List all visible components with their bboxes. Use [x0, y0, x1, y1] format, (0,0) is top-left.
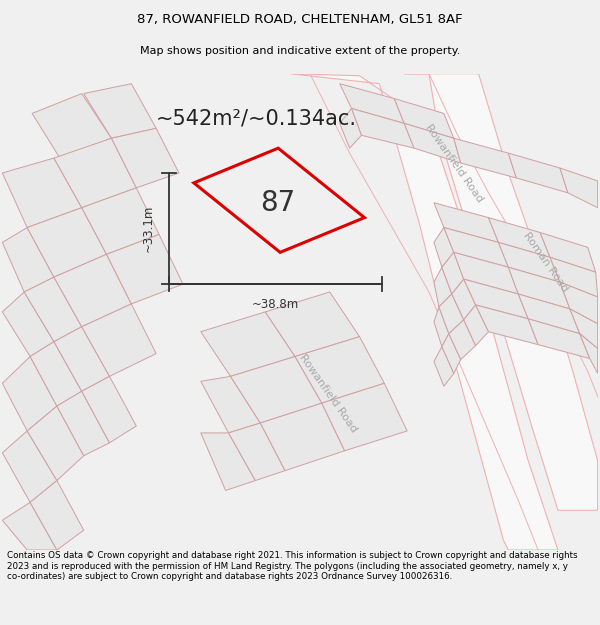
Polygon shape — [434, 307, 449, 347]
Polygon shape — [230, 356, 322, 423]
Polygon shape — [27, 406, 84, 481]
Polygon shape — [449, 320, 476, 359]
Polygon shape — [560, 168, 598, 208]
Polygon shape — [82, 376, 136, 443]
Polygon shape — [24, 277, 82, 342]
Polygon shape — [265, 292, 359, 356]
Polygon shape — [229, 423, 285, 481]
Polygon shape — [340, 84, 404, 123]
Polygon shape — [464, 279, 528, 319]
Polygon shape — [442, 253, 464, 294]
Text: Map shows position and indicative extent of the property.: Map shows position and indicative extent… — [140, 46, 460, 56]
Text: 87: 87 — [260, 189, 296, 217]
Polygon shape — [540, 232, 596, 272]
Text: ~33.1m: ~33.1m — [142, 205, 155, 252]
Polygon shape — [454, 253, 518, 294]
Polygon shape — [528, 319, 590, 359]
Polygon shape — [434, 347, 454, 386]
Polygon shape — [340, 109, 362, 148]
Polygon shape — [112, 128, 179, 188]
Polygon shape — [201, 312, 295, 376]
Polygon shape — [518, 294, 580, 334]
Text: ~38.8m: ~38.8m — [252, 298, 299, 311]
Polygon shape — [2, 503, 57, 550]
Polygon shape — [32, 94, 112, 158]
Polygon shape — [434, 202, 499, 242]
Polygon shape — [352, 109, 414, 148]
Polygon shape — [57, 391, 110, 456]
Polygon shape — [107, 234, 183, 304]
Polygon shape — [82, 304, 156, 376]
Polygon shape — [54, 138, 136, 208]
Polygon shape — [499, 242, 560, 282]
Polygon shape — [580, 334, 598, 373]
Polygon shape — [2, 356, 57, 431]
Polygon shape — [2, 228, 54, 292]
Polygon shape — [508, 268, 570, 309]
Polygon shape — [560, 282, 598, 324]
Polygon shape — [30, 481, 84, 550]
Text: ~542m²/~0.134ac.: ~542m²/~0.134ac. — [156, 108, 357, 128]
Polygon shape — [82, 188, 159, 254]
Polygon shape — [84, 84, 156, 138]
Polygon shape — [394, 99, 454, 138]
Polygon shape — [27, 208, 107, 277]
Polygon shape — [404, 123, 461, 163]
Text: Rowanfield Road: Rowanfield Road — [423, 122, 485, 204]
Polygon shape — [260, 403, 344, 471]
Polygon shape — [439, 294, 464, 334]
Polygon shape — [464, 305, 488, 346]
Text: Roman Road: Roman Road — [522, 231, 571, 294]
Polygon shape — [454, 138, 516, 178]
Polygon shape — [404, 74, 598, 510]
Text: Rowanfield Road: Rowanfield Road — [297, 352, 359, 434]
Text: Contains OS data © Crown copyright and database right 2021. This information is : Contains OS data © Crown copyright and d… — [7, 551, 578, 581]
Polygon shape — [30, 342, 82, 406]
Polygon shape — [476, 305, 538, 344]
Polygon shape — [322, 383, 407, 451]
Polygon shape — [550, 258, 598, 297]
Polygon shape — [444, 228, 508, 268]
Text: 87, ROWANFIELD ROAD, CHELTENHAM, GL51 8AF: 87, ROWANFIELD ROAD, CHELTENHAM, GL51 8A… — [137, 13, 463, 26]
Polygon shape — [295, 337, 385, 403]
Polygon shape — [570, 309, 598, 349]
Polygon shape — [488, 217, 550, 258]
Polygon shape — [452, 279, 476, 320]
Polygon shape — [54, 327, 110, 391]
Polygon shape — [2, 431, 57, 502]
Polygon shape — [434, 228, 454, 268]
Polygon shape — [2, 158, 82, 228]
Polygon shape — [2, 292, 54, 356]
Polygon shape — [54, 254, 131, 327]
Polygon shape — [442, 334, 461, 373]
Polygon shape — [290, 74, 558, 550]
Polygon shape — [508, 153, 568, 192]
Polygon shape — [434, 268, 452, 307]
Polygon shape — [201, 433, 256, 491]
Polygon shape — [201, 376, 260, 433]
